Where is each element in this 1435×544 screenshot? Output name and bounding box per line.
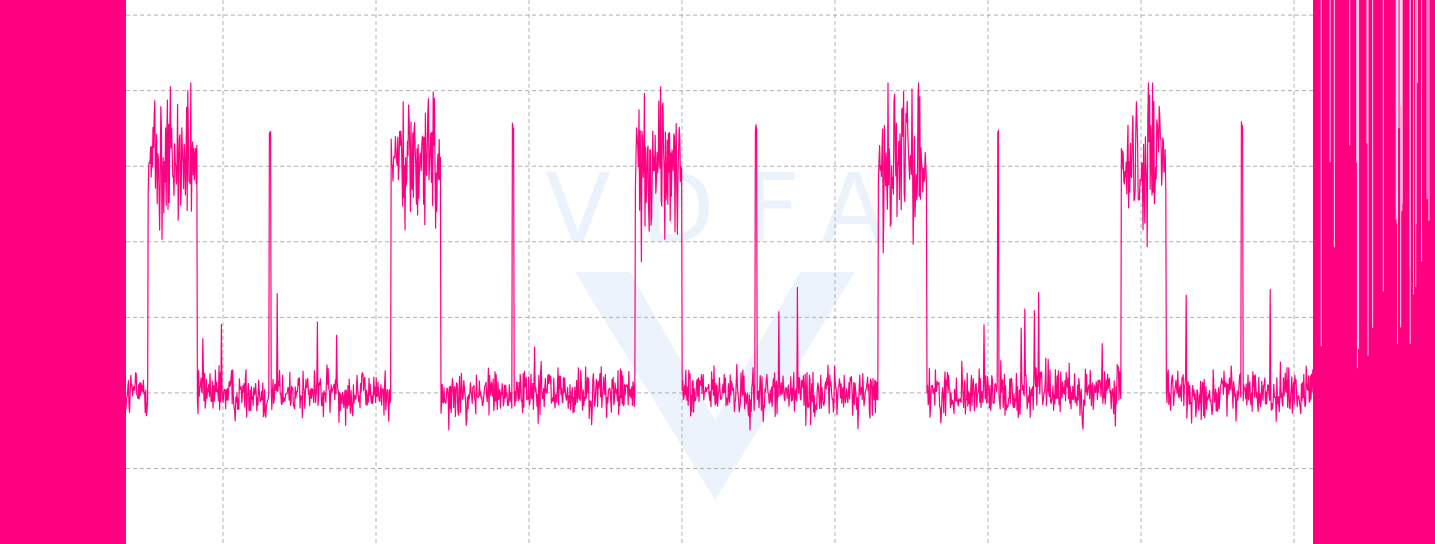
watermark-logo: VDFA <box>545 153 917 500</box>
series-line <box>125 82 1314 431</box>
watermark-text: VDFA <box>545 153 917 265</box>
watermark-v-shape <box>575 272 855 500</box>
saturated-region <box>0 0 126 544</box>
saturated-region <box>1313 0 1435 544</box>
